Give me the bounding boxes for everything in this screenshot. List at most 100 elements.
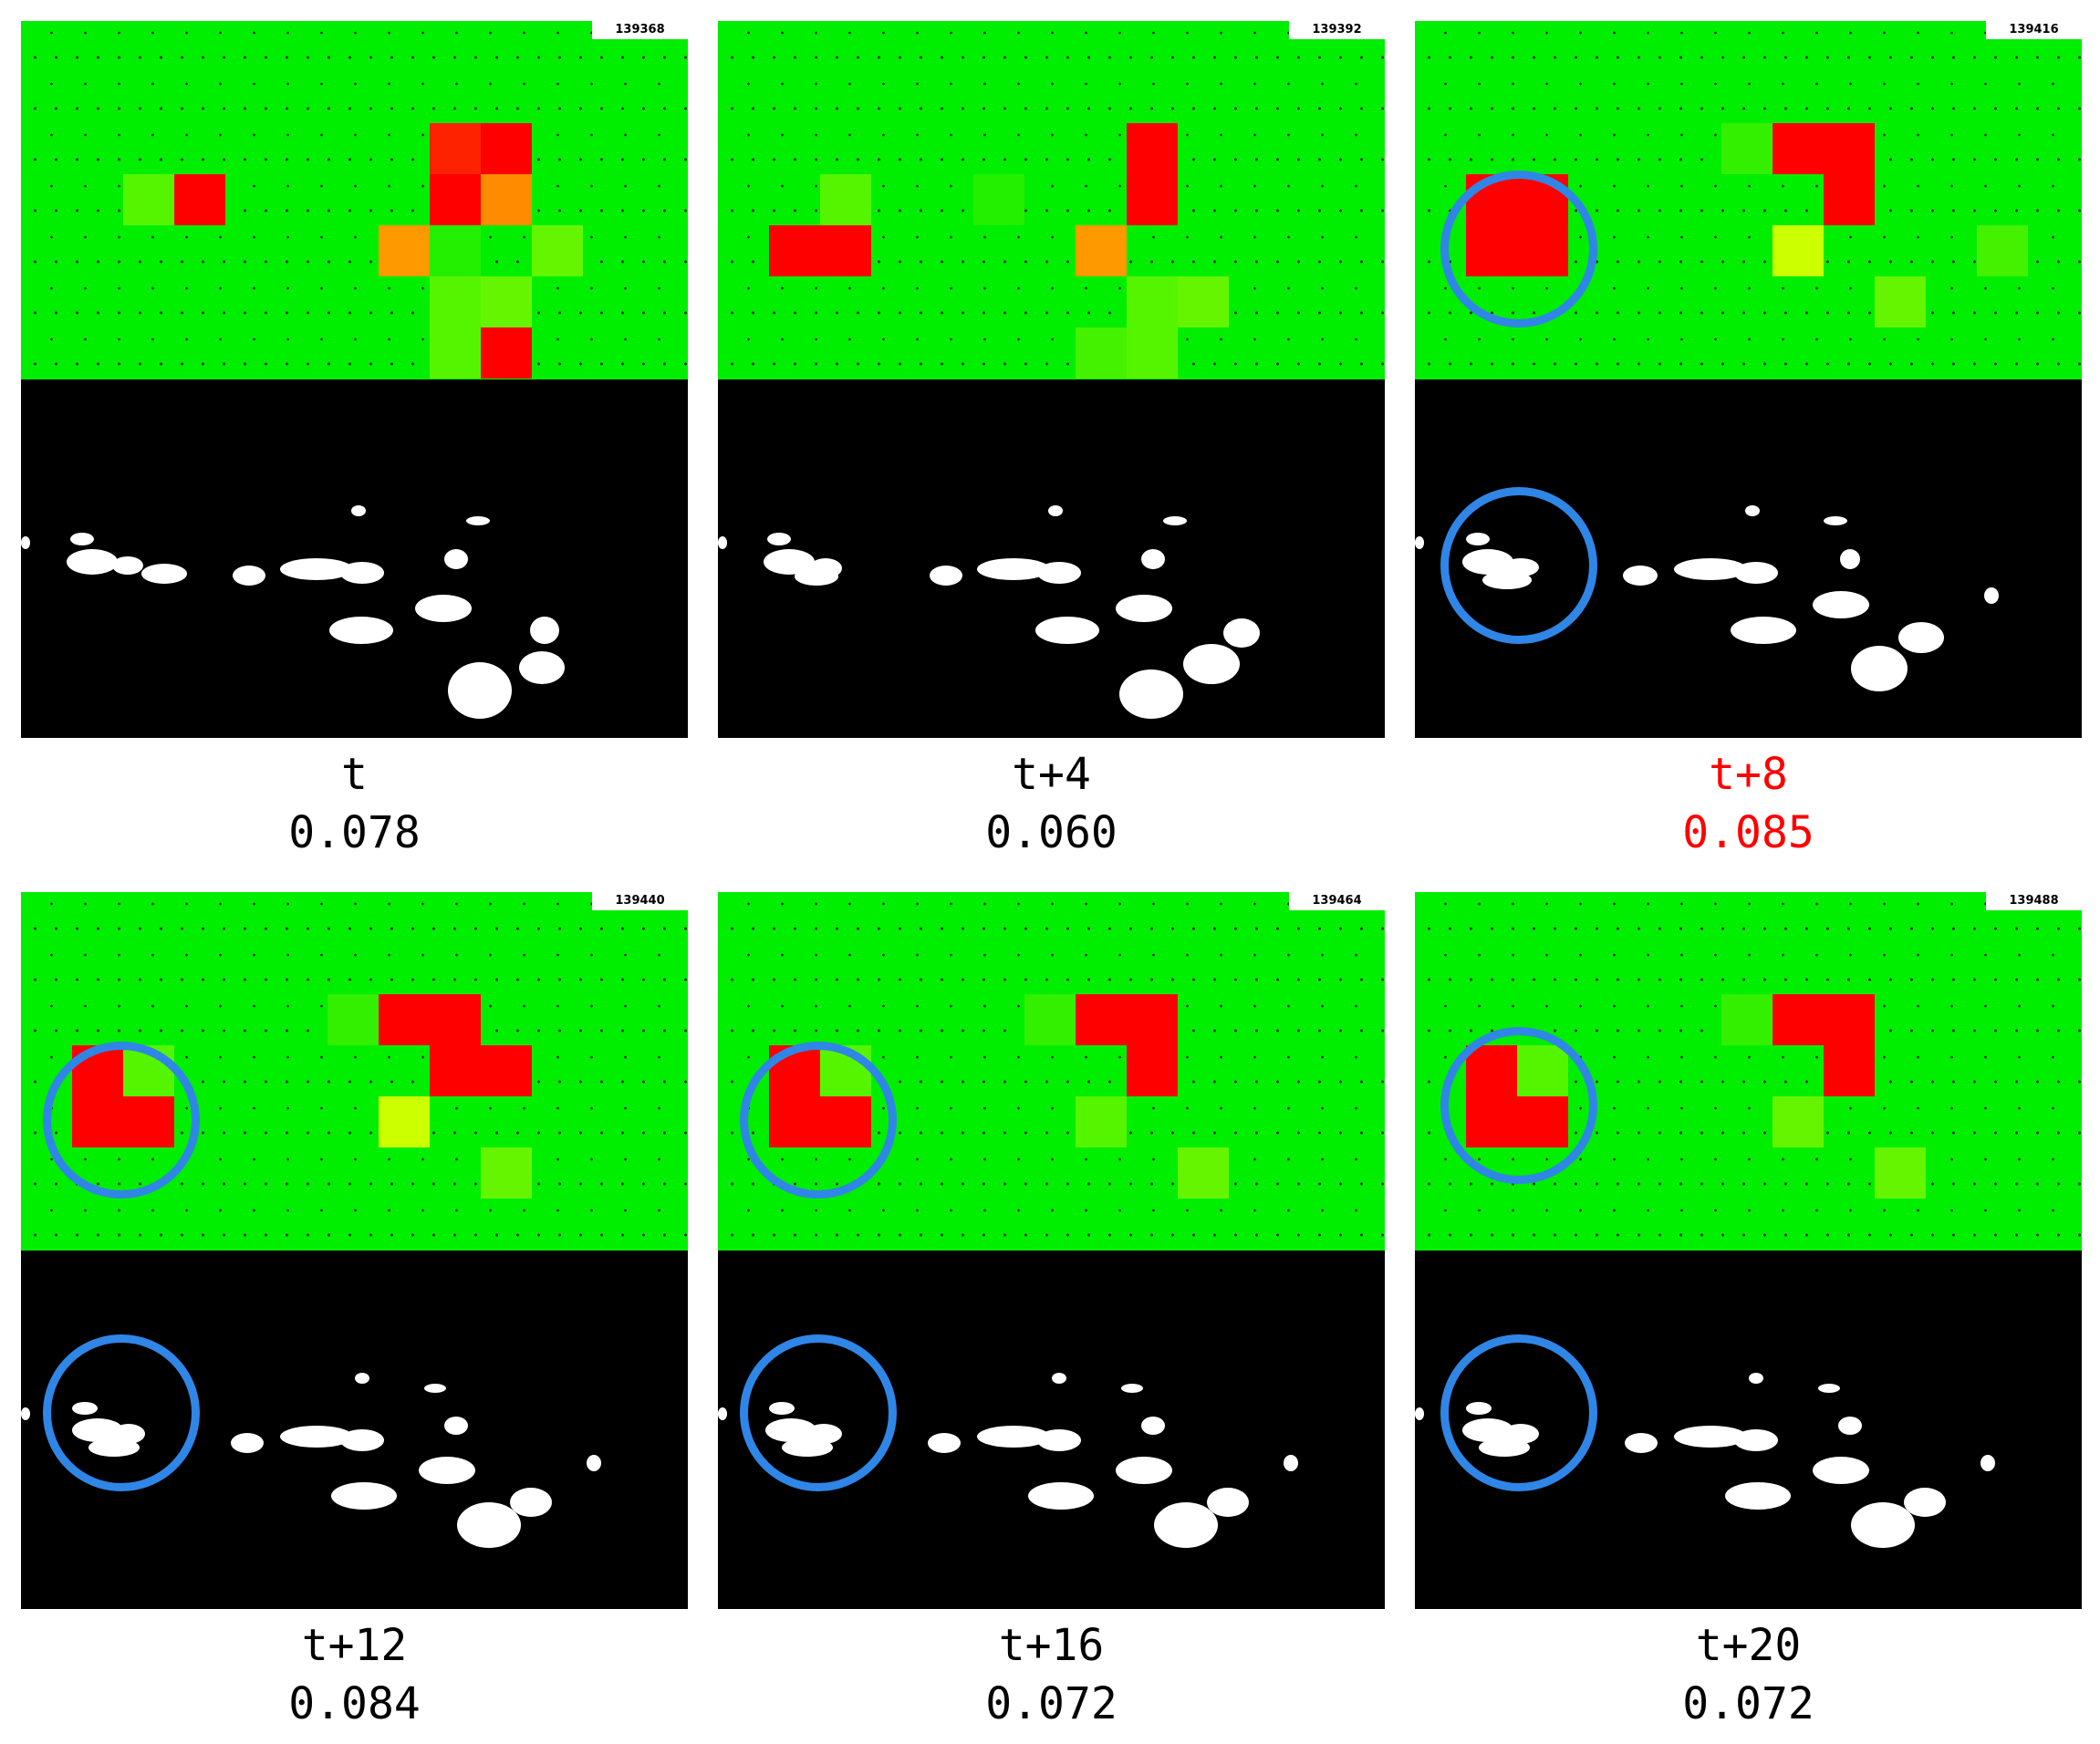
mask-blob bbox=[1163, 516, 1187, 525]
mask-blob bbox=[1141, 1417, 1165, 1435]
foreground-mask bbox=[718, 1251, 1385, 1609]
time-label: t+8 bbox=[1709, 749, 1788, 800]
heat-cell bbox=[1824, 123, 1875, 174]
heat-cell bbox=[1127, 123, 1178, 174]
frame-id-label: 139440 bbox=[592, 892, 688, 910]
heat-cell bbox=[481, 174, 532, 225]
anomaly-marker-circle bbox=[740, 1334, 897, 1491]
heat-cell bbox=[1127, 994, 1178, 1045]
mask-blob bbox=[1116, 595, 1172, 622]
anomaly-marker-circle bbox=[1440, 171, 1597, 327]
anomaly-marker-circle bbox=[1440, 1027, 1597, 1184]
heatmap-frame: 139368 bbox=[21, 21, 688, 379]
mask-blob bbox=[1048, 505, 1063, 516]
time-label: t+16 bbox=[998, 1620, 1105, 1671]
mask-blob bbox=[718, 1407, 727, 1420]
heat-cell bbox=[1024, 994, 1076, 1045]
mask-blob bbox=[1898, 622, 1944, 653]
heat-cell bbox=[1875, 1147, 1926, 1199]
heat-cell bbox=[1178, 1147, 1229, 1199]
anomaly-marker-circle bbox=[43, 1042, 200, 1199]
mask-blob bbox=[67, 549, 118, 575]
mask-blob bbox=[1734, 1429, 1778, 1451]
mask-blob bbox=[1037, 1429, 1081, 1451]
mask-blob bbox=[444, 1417, 468, 1435]
heatmap-frame: 139392 bbox=[718, 21, 1385, 379]
heat-cell bbox=[481, 1045, 532, 1096]
heat-cell bbox=[430, 994, 481, 1045]
heat-cell bbox=[1824, 994, 1875, 1045]
mask-blob bbox=[1731, 617, 1796, 644]
mask-blob bbox=[1141, 549, 1165, 569]
anomaly-score: 0.085 bbox=[1682, 807, 1814, 858]
mask-blob bbox=[1838, 1417, 1862, 1435]
time-label: t+20 bbox=[1695, 1620, 1802, 1671]
anomaly-marker-circle bbox=[43, 1334, 200, 1491]
heat-cell bbox=[481, 327, 532, 379]
panel-t-plus-16: 139464 t+16 0.072 bbox=[718, 892, 1385, 1729]
crowd-texture bbox=[718, 21, 1385, 379]
heat-cell bbox=[820, 225, 871, 276]
heat-cell bbox=[1773, 123, 1824, 174]
frame-id-label: 139488 bbox=[1986, 892, 2082, 910]
heat-cell bbox=[123, 174, 174, 225]
mask-blob bbox=[930, 566, 962, 586]
mask-blob bbox=[21, 1407, 30, 1420]
panel-t-plus-12: 139440 t+12 0.084 bbox=[21, 892, 688, 1729]
mask-blob bbox=[1116, 1457, 1172, 1484]
frame-id-label: 139416 bbox=[1986, 21, 2082, 39]
mask-blob bbox=[510, 1488, 552, 1517]
heat-cell bbox=[1721, 994, 1773, 1045]
mask-blob bbox=[1623, 566, 1658, 586]
mask-blob bbox=[141, 564, 187, 584]
heat-cell bbox=[481, 1147, 532, 1199]
foreground-mask bbox=[21, 1251, 688, 1609]
heat-cell bbox=[1127, 327, 1178, 379]
mask-blob bbox=[767, 533, 791, 545]
anomaly-score: 0.060 bbox=[985, 807, 1118, 858]
mask-blob bbox=[1028, 1482, 1094, 1510]
mask-blob bbox=[1207, 1488, 1249, 1517]
mask-blob bbox=[21, 536, 30, 549]
mask-blob bbox=[448, 662, 512, 719]
foreground-mask bbox=[21, 379, 688, 738]
time-label: t+4 bbox=[1012, 749, 1091, 800]
panel-t: 139368 t 0.078 bbox=[21, 21, 688, 858]
mask-blob bbox=[1980, 1455, 1995, 1471]
mask-blob bbox=[1415, 1407, 1424, 1420]
panel-t-plus-20: 139488 t+20 0.072 bbox=[1415, 892, 2082, 1729]
heatmap-frame: 139488 bbox=[1415, 892, 2082, 1251]
mask-blob bbox=[1813, 591, 1869, 618]
heat-cell bbox=[1773, 994, 1824, 1045]
heat-cell bbox=[174, 174, 225, 225]
mask-blob bbox=[1154, 1502, 1218, 1548]
anomaly-marker-circle bbox=[740, 1042, 897, 1199]
heat-cell bbox=[769, 225, 820, 276]
mask-blob bbox=[331, 1482, 397, 1510]
mask-blob bbox=[1851, 1502, 1915, 1548]
mask-blob bbox=[1725, 1482, 1791, 1510]
heat-cell bbox=[379, 994, 430, 1045]
heat-cell bbox=[481, 123, 532, 174]
heat-cell bbox=[1076, 1096, 1127, 1147]
mask-blob bbox=[1851, 646, 1908, 691]
heatmap-frame: 139464 bbox=[718, 892, 1385, 1251]
heat-cell bbox=[430, 276, 481, 327]
mask-blob bbox=[70, 533, 94, 545]
mask-blob bbox=[1813, 1457, 1869, 1484]
mask-blob bbox=[1840, 549, 1860, 569]
heat-cell bbox=[1824, 1045, 1875, 1096]
frame-id-label: 139368 bbox=[592, 21, 688, 39]
heat-cell bbox=[379, 225, 430, 276]
mask-blob bbox=[1818, 1384, 1840, 1393]
heat-cell bbox=[430, 123, 481, 174]
time-label: t+12 bbox=[301, 1620, 408, 1671]
mask-blob bbox=[1035, 617, 1099, 644]
heat-cell bbox=[430, 174, 481, 225]
mask-blob bbox=[1745, 505, 1760, 516]
anomaly-marker-circle bbox=[1440, 1334, 1597, 1491]
frame-id-label: 139464 bbox=[1289, 892, 1385, 910]
mask-blob bbox=[329, 617, 393, 644]
heat-cell bbox=[379, 1096, 430, 1147]
mask-blob bbox=[1625, 1433, 1658, 1453]
